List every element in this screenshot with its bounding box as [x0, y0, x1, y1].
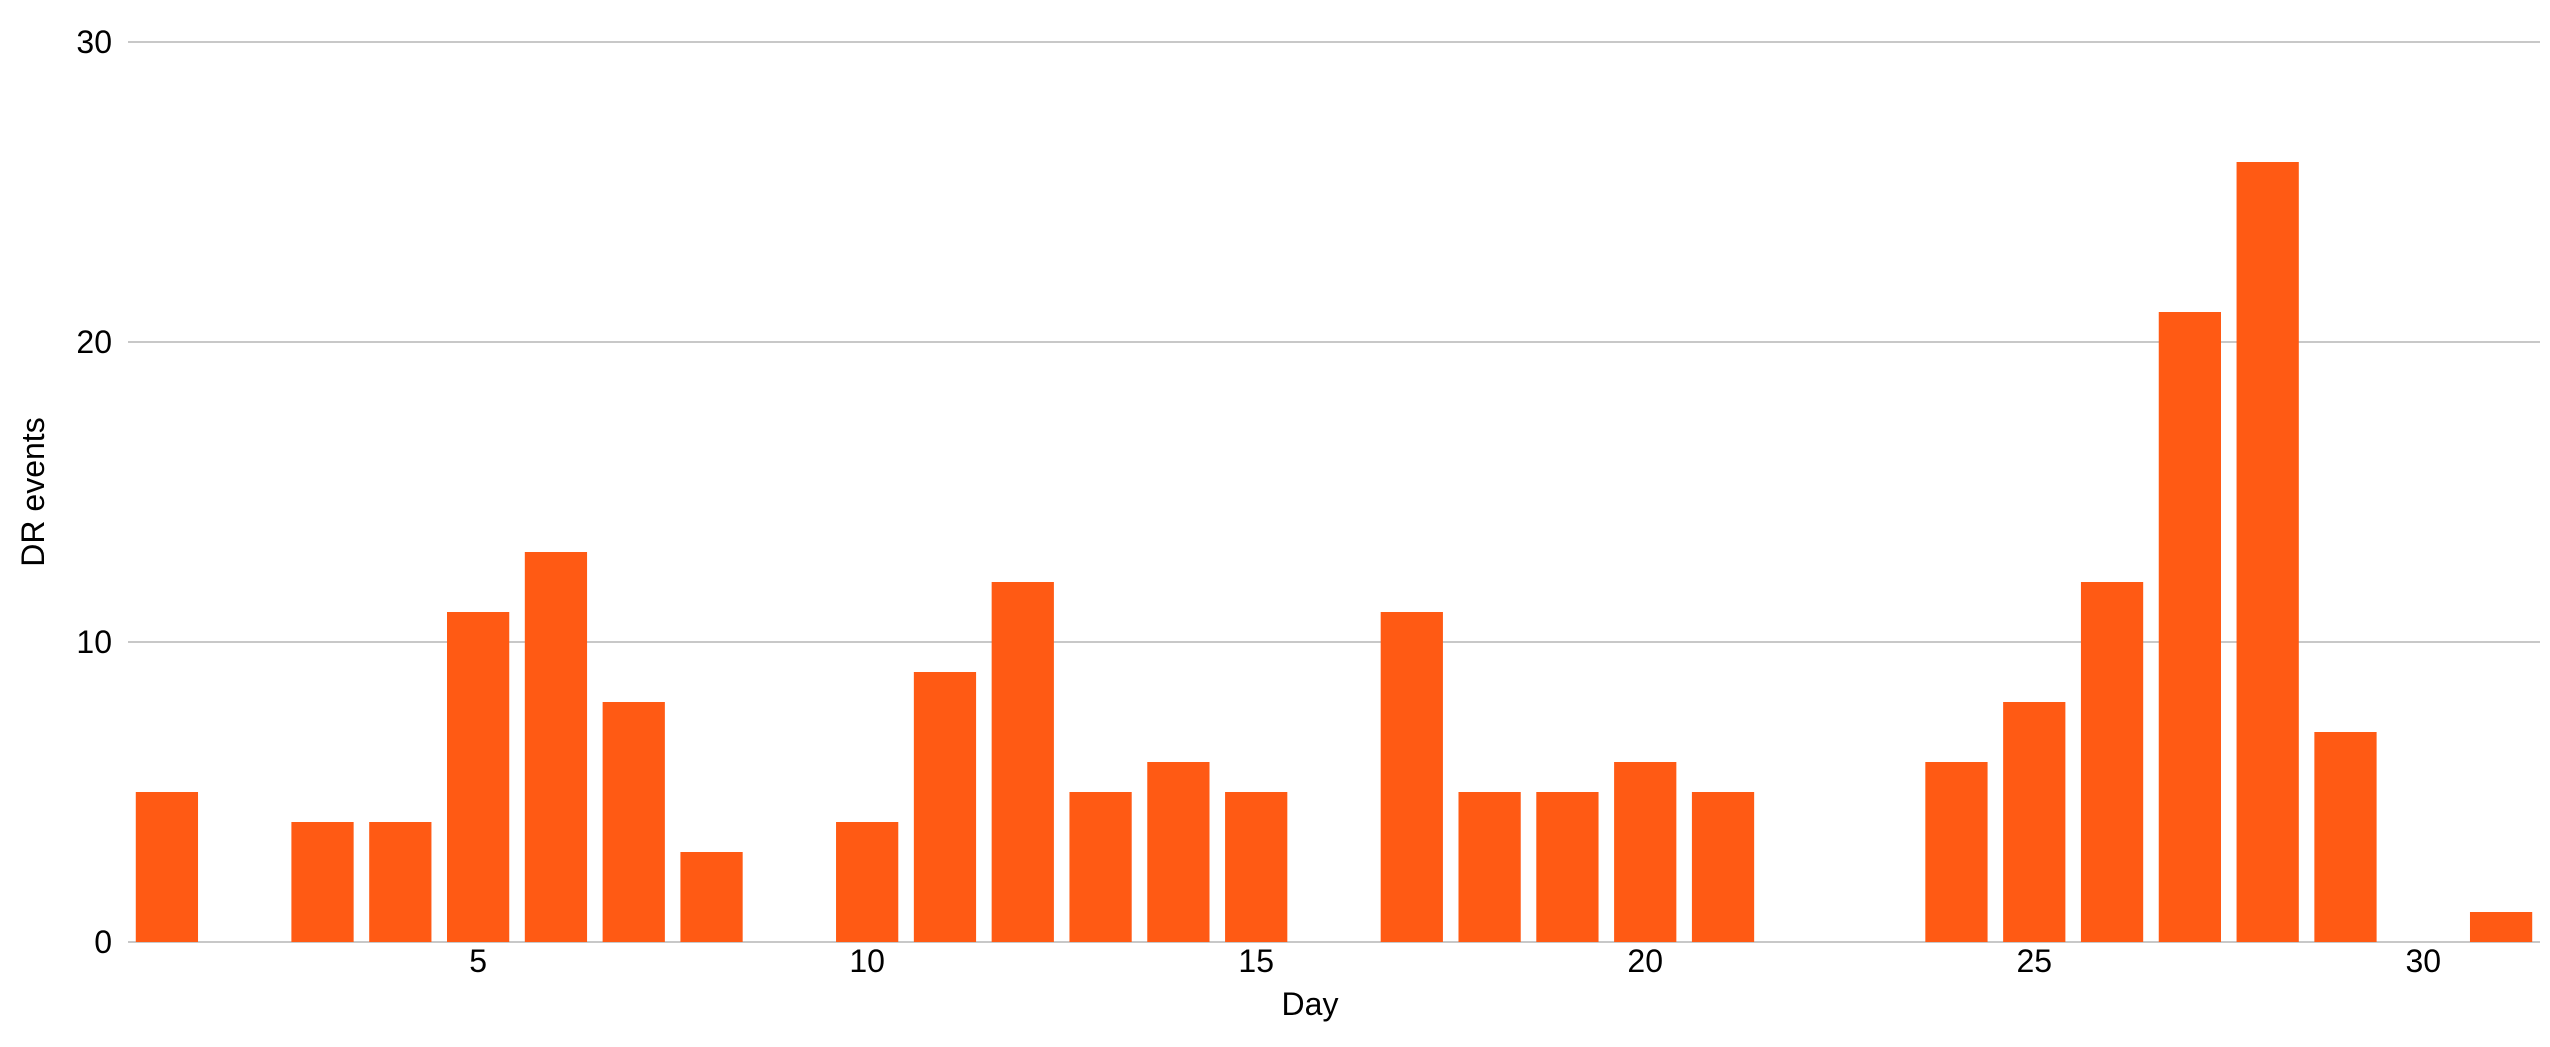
x-tick-label: 15	[1238, 943, 1274, 979]
bar	[369, 822, 432, 942]
bar	[1147, 762, 1210, 942]
bar	[836, 822, 899, 942]
bar	[913, 672, 977, 942]
y-tick-label: 10	[76, 624, 112, 660]
x-tick-label: 5	[469, 943, 487, 979]
bar	[447, 612, 510, 942]
x-tick-label: 25	[2016, 943, 2052, 979]
bar	[1925, 762, 1988, 942]
bar	[135, 792, 199, 942]
bar	[1380, 612, 1443, 942]
bar	[602, 702, 665, 942]
bar	[1069, 792, 1132, 942]
bar	[991, 582, 1054, 942]
bar	[291, 822, 354, 942]
bar	[2003, 702, 2066, 942]
bar	[1691, 792, 1755, 942]
y-tick-label: 30	[76, 24, 112, 60]
bar	[2158, 312, 2221, 942]
bar	[2314, 732, 2377, 942]
bar	[2236, 162, 2299, 942]
bar	[2469, 912, 2533, 942]
x-tick-label: 20	[1627, 943, 1663, 979]
bar	[524, 552, 588, 942]
y-tick-label: 20	[76, 324, 112, 360]
x-axis-label: Day	[1282, 986, 1339, 1022]
y-tick-labels: 0 10 20 30	[76, 24, 112, 960]
x-tick-label: 10	[849, 943, 885, 979]
x-tick-labels: 5 10 15 20 25 30	[469, 943, 2441, 979]
y-tick-label: 0	[94, 924, 112, 960]
bar	[1536, 792, 1599, 942]
x-tick-label: 30	[2405, 943, 2441, 979]
bar	[2080, 582, 2144, 942]
bar	[680, 852, 743, 942]
bar	[1225, 792, 1288, 942]
bar	[1458, 792, 1521, 942]
bars	[135, 162, 2533, 942]
bar	[1614, 762, 1677, 942]
y-axis-label: DR events	[15, 417, 51, 566]
